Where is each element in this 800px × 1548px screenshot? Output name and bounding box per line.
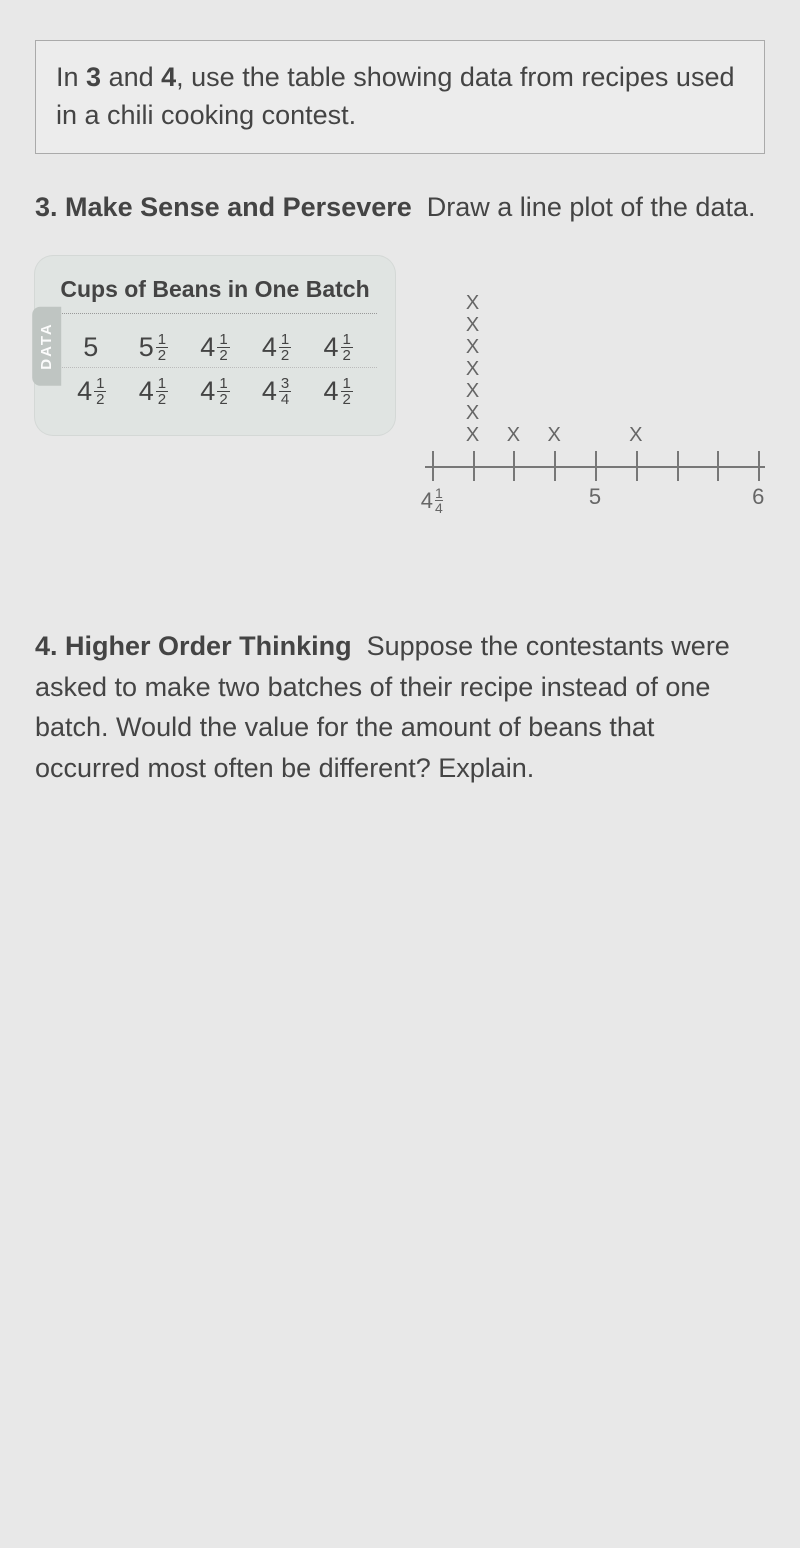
tick-label: 414 <box>421 486 443 515</box>
x-mark: X <box>466 314 479 337</box>
tick <box>717 451 719 481</box>
instr-prefix: In <box>56 62 86 92</box>
question-4: 4. Higher Order Thinking Suppose the con… <box>35 626 765 788</box>
table-cell: 412 <box>307 332 369 363</box>
x-mark: X <box>507 424 520 447</box>
tick <box>432 451 434 481</box>
tick <box>513 451 515 481</box>
instr-b2: 4 <box>161 62 176 92</box>
tick-label: 5 <box>589 486 601 508</box>
table-cell: 412 <box>61 376 123 407</box>
mixed-number: 412 <box>323 332 352 363</box>
tick <box>595 451 597 481</box>
x-mark: X <box>466 380 479 403</box>
data-tab: DATA <box>32 306 61 385</box>
question-3: 3. Make Sense and Persevere Draw a line … <box>35 189 765 227</box>
q3-body: Draw a line plot of the data. <box>427 192 756 222</box>
tick <box>758 451 760 481</box>
tick <box>554 451 556 481</box>
tick <box>677 451 679 481</box>
tick-label: 6 <box>752 486 764 508</box>
mixed-number: 412 <box>200 376 229 407</box>
instr-mid1: and <box>101 62 161 92</box>
mixed-number: 412 <box>323 376 352 407</box>
data-rows: 5 512 412 412 412 412 412 412 434 412 <box>53 328 377 411</box>
tick <box>473 451 475 481</box>
x-mark: X <box>466 292 479 315</box>
instr-b1: 3 <box>86 62 101 92</box>
mixed-number: 412 <box>200 332 229 363</box>
q3-title: Make Sense and Persevere <box>65 192 412 222</box>
q4-number: 4. <box>35 631 58 661</box>
table-row: 412 412 412 434 412 <box>53 372 377 411</box>
table-cell: 5 <box>61 332 123 363</box>
table-cell: 412 <box>184 376 246 407</box>
x-mark: X <box>629 424 642 447</box>
instruction-box: In 3 and 4, use the table showing data f… <box>35 40 765 154</box>
mixed-number: 5 <box>83 332 100 363</box>
mixed-number: 512 <box>139 332 168 363</box>
data-card: DATA Cups of Beans in One Batch 55124124… <box>35 256 395 435</box>
table-cell: 412 <box>123 376 185 407</box>
x-mark: X <box>466 402 479 425</box>
q3-number: 3. <box>35 192 58 222</box>
table-cell: 412 <box>184 332 246 363</box>
table-cell: 512 <box>123 332 185 363</box>
mixed-number: 412 <box>139 376 168 407</box>
table-cell: 412 <box>307 376 369 407</box>
mixed-number: 434 <box>262 376 291 407</box>
work-area: DATA Cups of Beans in One Batch 55124124… <box>35 256 765 576</box>
table-cell: 412 <box>246 332 308 363</box>
x-mark: X <box>548 424 561 447</box>
x-mark: X <box>466 336 479 359</box>
x-mark: X <box>466 358 479 381</box>
line-plot: 41456XXXXXXXXXX <box>425 256 765 576</box>
mixed-number: 412 <box>262 332 291 363</box>
q4-title: Higher Order Thinking <box>65 631 352 661</box>
x-mark: X <box>466 424 479 447</box>
table-cell: 434 <box>246 376 308 407</box>
mixed-number: 412 <box>77 376 106 407</box>
table-row: 5 512 412 412 412 <box>53 328 377 368</box>
tick <box>636 451 638 481</box>
data-title: Cups of Beans in One Batch <box>53 276 377 314</box>
